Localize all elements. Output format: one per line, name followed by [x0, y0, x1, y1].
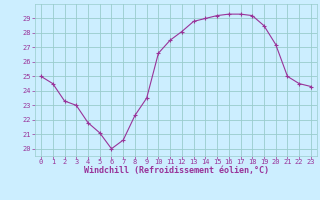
X-axis label: Windchill (Refroidissement éolien,°C): Windchill (Refroidissement éolien,°C): [84, 166, 268, 175]
